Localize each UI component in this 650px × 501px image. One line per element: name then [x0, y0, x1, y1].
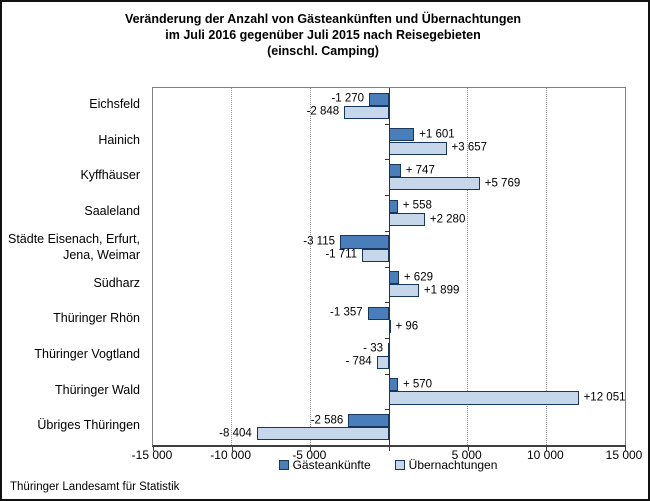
- bar: [376, 355, 389, 369]
- legend-swatch: [278, 460, 289, 470]
- bar-value-label: - 33: [363, 342, 383, 355]
- plot-area: -1 270 +1 601 + 747 + 558 -3 115 + 629 -1 357 -…: [152, 87, 626, 451]
- x-axis-tick: [467, 445, 469, 451]
- bar: [389, 212, 425, 227]
- legend-swatch: [394, 460, 405, 470]
- bar-value-label: -2 848: [306, 105, 340, 118]
- category-label: Südharz: [93, 275, 140, 290]
- gridline: [231, 88, 233, 445]
- category-label: Übriges Thüringen: [37, 418, 140, 433]
- bar-value-label: - 784: [345, 355, 372, 368]
- bar-value-label: -3 115: [303, 235, 335, 248]
- category-axis-tick: [384, 230, 389, 232]
- legend: Gästeankünfte Übernachtungen: [152, 458, 624, 472]
- x-axis-labels: -15 000 -10 000 -5 000 5 000 10 000 15 000: [132, 448, 643, 462]
- bar-value-label: + 629: [403, 270, 433, 283]
- x-axis-tick: [310, 445, 312, 451]
- bar: [348, 413, 389, 428]
- bar-value-label: -1 711: [325, 248, 358, 261]
- x-tick-label: 5 000: [451, 448, 482, 462]
- bar: [389, 284, 419, 298]
- bar-value-label: +3 657: [451, 141, 488, 154]
- x-axis-tick: [231, 445, 233, 451]
- bar: [367, 306, 389, 320]
- x-axis-tick: [389, 445, 390, 451]
- x-tick-label: 10 000: [526, 448, 564, 462]
- bar: [344, 105, 389, 119]
- category-axis-tick: [384, 302, 389, 304]
- category-axis-tick: [384, 337, 389, 339]
- bar-value-label: + 747: [405, 163, 435, 176]
- bar-value-label: + 558: [402, 199, 432, 212]
- category-label: Eichsfeld: [89, 97, 140, 112]
- x-tick-label: 15 000: [605, 448, 643, 462]
- category-label: Saaleland: [84, 204, 140, 219]
- bar-value-label: +12 051: [583, 391, 626, 404]
- bar-value-label: +2 280: [429, 212, 466, 225]
- bar: [389, 199, 398, 213]
- bar: [389, 128, 415, 142]
- category-axis-labels: Eichsfeld Hainich Kyffhäuser Saaleland Städt…: [4, 87, 146, 444]
- bar: [369, 92, 389, 106]
- bar-value-label: -8 404: [219, 426, 252, 439]
- category-label: Hainich: [98, 132, 140, 147]
- category-label: Kyffhäuser: [80, 168, 140, 183]
- bar-value-label: -1 270: [331, 92, 365, 105]
- bar: [256, 427, 389, 441]
- bar: [389, 271, 399, 285]
- bar: [389, 378, 398, 392]
- x-axis-tick: [546, 445, 548, 451]
- category-label: Thüringer Wald: [55, 382, 140, 397]
- category-axis-tick: [384, 266, 389, 268]
- zero-axis-line: [388, 88, 390, 445]
- bar: [389, 177, 480, 191]
- x-axis-tick: [625, 445, 626, 451]
- legend-label: Gästeankünfte: [292, 458, 371, 472]
- bar-value-label: +5 769: [484, 177, 521, 190]
- title-line-3: (einschl. Camping): [267, 44, 379, 58]
- category-axis-tick: [384, 409, 389, 411]
- x-tick-label: -5 000: [292, 448, 327, 462]
- category-label: Städte Eisenach, Erfurt, Jena, Weimar: [7, 232, 140, 262]
- bar-value-label: + 570: [402, 378, 433, 391]
- category-label: Thüringer Vogtland: [34, 346, 140, 361]
- category-axis-tick: [384, 373, 389, 375]
- x-tick-label: -10 000: [210, 448, 252, 462]
- category-axis-tick: [384, 123, 389, 125]
- legend-item: Gästeankünfte: [278, 458, 371, 472]
- bar: [339, 235, 389, 249]
- bar-value-label: +1 899: [423, 284, 460, 297]
- gridline: [309, 88, 311, 445]
- title-line-2: im Juli 2016 gegenüber Juli 2015 nach Re…: [165, 28, 481, 42]
- x-tick-label: -15 000: [131, 448, 173, 462]
- bar: [389, 164, 401, 178]
- title-line-1: Veränderung der Anzahl von Gästeankünfte…: [124, 12, 522, 26]
- bar-value-label: + 96: [395, 319, 419, 332]
- source-note: Thüringer Landesamt für Statistik: [10, 481, 180, 493]
- bar-value-label: +1 601: [419, 128, 455, 141]
- legend-item: Übernachtungen: [394, 458, 498, 472]
- bar-value-label: -2 586: [310, 413, 344, 426]
- category-label: Thüringer Rhön: [53, 311, 140, 326]
- legend-label: Übernachtungen: [408, 458, 498, 472]
- bar: [389, 141, 447, 155]
- bar: [389, 391, 579, 405]
- bar: [389, 320, 391, 334]
- x-axis-tick: [153, 445, 154, 451]
- gridline: [545, 88, 547, 445]
- chart-title: Veränderung der Anzahl von Gästeankünfte…: [2, 11, 644, 59]
- category-axis-tick: [384, 159, 389, 161]
- bar: [362, 248, 389, 262]
- category-axis-tick: [384, 195, 389, 197]
- gridline: [467, 88, 469, 445]
- bar-value-label: -1 357: [330, 306, 363, 319]
- bar: [388, 342, 390, 356]
